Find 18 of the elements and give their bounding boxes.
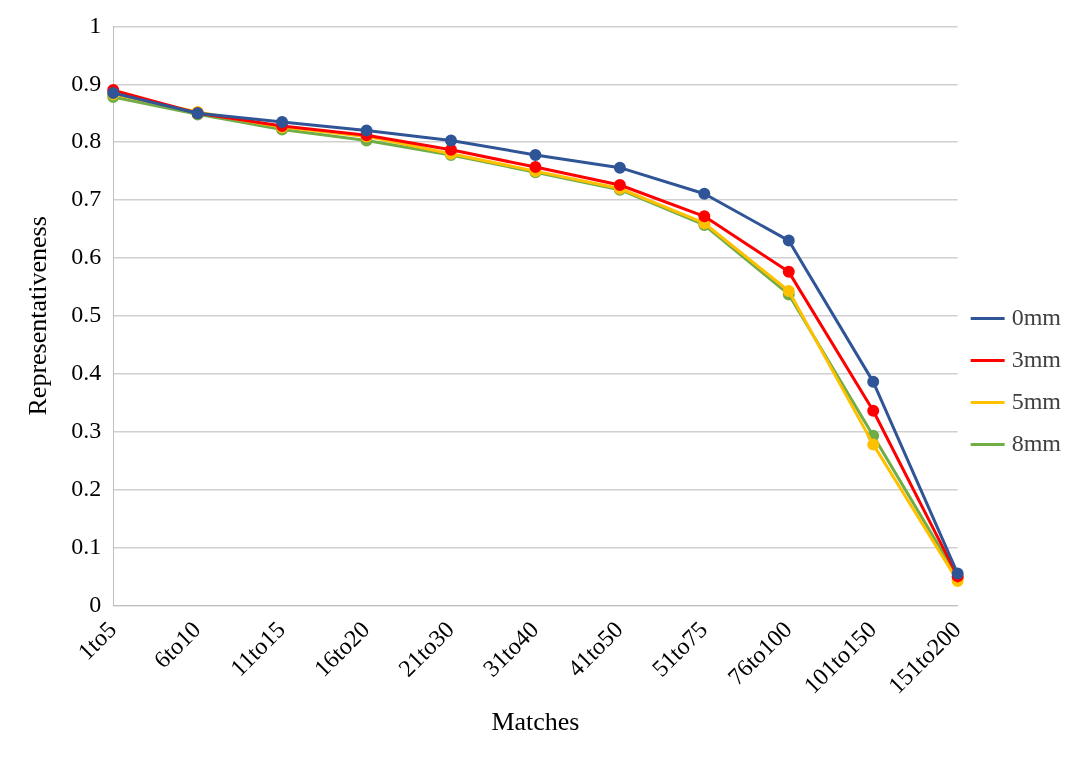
- y-tick-label: 1: [89, 11, 102, 38]
- y-tick-label: 0.4: [71, 359, 102, 386]
- y-tick-label: 0.7: [71, 185, 102, 212]
- y-tick-label: 0.6: [71, 243, 102, 270]
- y-tick-label: 0.1: [71, 532, 102, 559]
- y-tick-label: 0.9: [71, 69, 102, 96]
- legend-label: 8mm: [1011, 429, 1062, 456]
- y-tick-label: 0.2: [71, 474, 102, 501]
- y-tick-label: 0.8: [71, 127, 102, 154]
- legend-label: 0mm: [1011, 303, 1062, 330]
- legend-label: 5mm: [1011, 387, 1062, 414]
- y-tick-label: 0.5: [71, 301, 102, 328]
- x-axis-title: Matches: [491, 707, 580, 737]
- x-tick-label: 1to5: [72, 616, 122, 665]
- y-tick-label: 0: [89, 590, 102, 617]
- y-axis-title: Representativeness: [23, 216, 53, 416]
- legend-label: 3mm: [1011, 345, 1062, 372]
- y-tick-label: 0.3: [71, 416, 102, 443]
